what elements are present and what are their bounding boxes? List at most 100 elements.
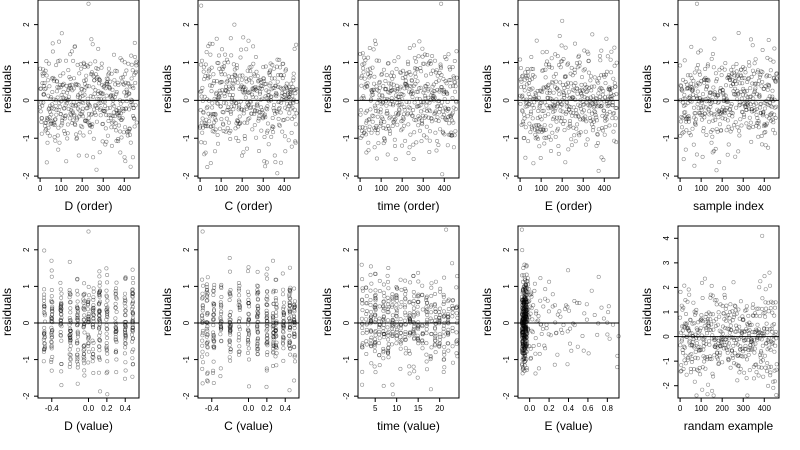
data-point [572,67,577,72]
data-point [398,366,403,371]
data-point [281,94,286,99]
data-point [578,117,583,122]
data-point [736,30,741,35]
data-point [272,76,277,81]
data-point [731,314,736,319]
data-point [73,83,78,88]
data-point [377,80,382,85]
data-point [599,305,604,310]
data-point [749,139,754,144]
data-point [87,84,92,89]
y-tick-label: -1 [22,134,31,142]
data-point [251,44,256,49]
data-point [246,335,251,340]
data-point [450,65,455,70]
data-point [518,77,523,82]
data-point [105,305,110,310]
data-point [410,89,415,94]
data-point [227,339,232,344]
data-point [57,58,62,63]
data-point [42,304,47,309]
data-point [255,314,260,319]
data-point [691,95,696,100]
data-point [607,109,612,114]
data-point [414,66,419,71]
data-point [433,109,438,114]
data-point [450,133,455,138]
data-point [130,319,135,324]
data-point [236,331,241,336]
data-point [371,87,376,92]
data-point [433,110,438,115]
data-point [255,85,260,90]
data-point [74,136,79,141]
data-point [732,92,737,97]
data-point [402,107,407,112]
data-point [700,295,705,300]
data-point [114,326,119,331]
data-point [46,125,51,130]
data-point [763,123,768,128]
data-point [74,316,79,321]
data-point [264,289,269,294]
data-point [579,87,584,92]
data-point [540,50,545,55]
data-point [115,112,120,117]
data-point [391,103,396,108]
data-point [41,92,46,97]
data-point [604,69,609,74]
data-point [288,102,293,107]
data-point [717,160,722,165]
data-point [525,67,530,72]
data-point [422,61,427,66]
data-point [395,112,400,117]
data-point [103,104,108,109]
y-tick-label: -2 [182,172,191,180]
x-tick-label: 100 [534,184,548,193]
data-point [437,70,442,75]
data-point [714,95,719,100]
data-point [441,334,446,339]
data-point [430,84,435,89]
data-point [545,90,550,95]
data-point [742,115,747,120]
data-point [596,91,601,96]
data-point [586,351,591,356]
data-point [210,112,215,117]
data-point [590,101,595,106]
data-point [248,69,253,74]
data-point [534,123,539,128]
data-point [446,306,451,311]
data-point [533,351,538,356]
data-point [283,67,288,72]
data-point [68,328,73,333]
data-point [527,78,532,83]
data-point [281,323,286,328]
data-point [229,53,234,58]
data-point [107,85,112,90]
data-point [198,89,203,94]
data-point [542,123,547,128]
data-point [293,139,298,144]
data-point [567,121,572,126]
data-point [130,311,135,316]
data-point [680,131,685,136]
data-point [68,336,73,341]
data-point [82,65,87,70]
data-point [414,59,419,64]
data-point [768,103,773,108]
data-point [223,88,228,93]
data-point [603,118,608,123]
data-point [370,87,375,92]
data-point [760,113,765,118]
data-point [123,332,128,337]
data-point [403,351,408,356]
data-point [767,116,772,121]
data-point [358,125,363,130]
data-point [411,108,416,113]
data-point [125,129,130,134]
x-tick-label: 0 [38,184,43,193]
data-point [365,81,370,86]
data-point [387,128,392,133]
